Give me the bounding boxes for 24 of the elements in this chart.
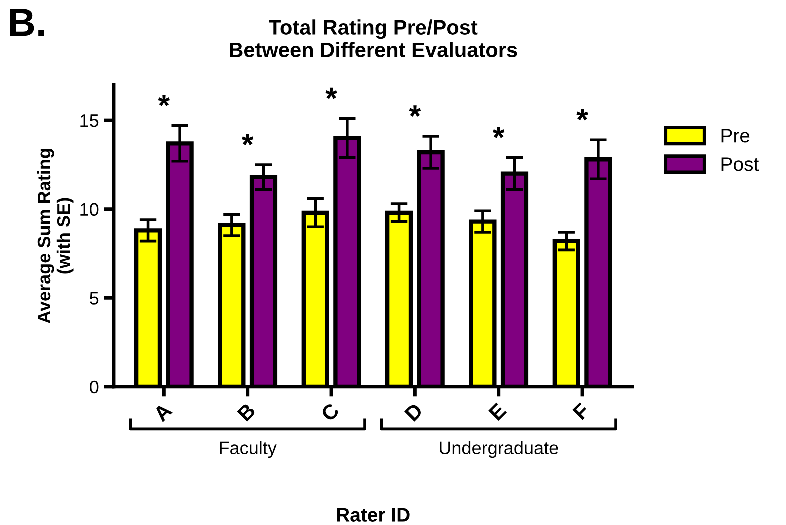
annotation: * bbox=[493, 126, 505, 138]
y-tick-label: 5 bbox=[90, 292, 99, 305]
y-tick-label: 10 bbox=[80, 203, 99, 216]
x-tick-label: F bbox=[572, 402, 590, 420]
x-tick-label: C bbox=[320, 402, 340, 422]
annotation: * bbox=[576, 109, 588, 121]
chart-title: Total Rating Pre/Post Between Different Evaluators bbox=[230, 20, 518, 58]
annotation: * bbox=[158, 95, 170, 106]
x-axis-title: Rater ID bbox=[337, 508, 410, 522]
y-tick-label: 0 bbox=[90, 380, 99, 394]
text: Undergraduate bbox=[440, 441, 558, 458]
y-axis-title: Average Sum Rating (with SE) bbox=[37, 149, 74, 324]
text: B. bbox=[10, 9, 44, 36]
text: Faculty bbox=[220, 441, 277, 458]
legend-label: Post bbox=[722, 158, 759, 172]
x-tick-label: D bbox=[404, 402, 424, 422]
x-tick-label: E bbox=[488, 402, 508, 422]
x-tick-label: A bbox=[152, 402, 173, 422]
x-tick-label: B bbox=[237, 402, 256, 422]
annotation: * bbox=[242, 134, 254, 146]
annotation: * bbox=[326, 88, 338, 100]
y-tick-label: 15 bbox=[80, 114, 99, 128]
annotation: * bbox=[409, 106, 422, 118]
legend-label: Pre bbox=[722, 129, 750, 143]
